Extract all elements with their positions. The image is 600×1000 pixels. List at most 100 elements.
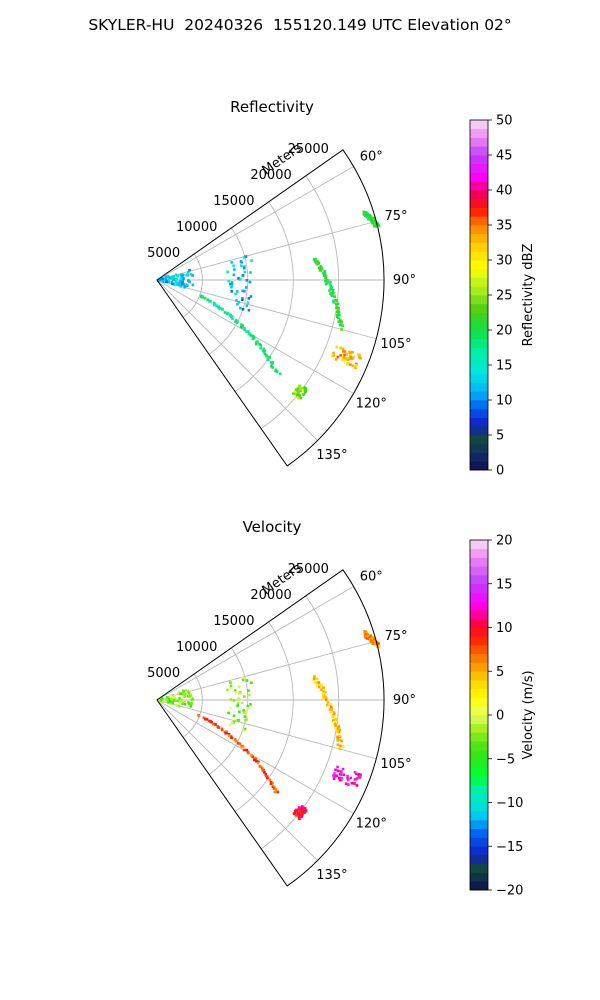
- echo-gate: [241, 289, 244, 293]
- echo-gate: [190, 698, 194, 702]
- echo-gate: [336, 736, 340, 740]
- colorbar-segment: [470, 198, 488, 208]
- echo-gate: [337, 776, 341, 780]
- echo-gate: [294, 808, 298, 812]
- echo-gate: [255, 759, 258, 763]
- colorbar-tick-label: 35: [496, 219, 513, 234]
- echo-gate: [254, 757, 258, 761]
- echo-gate: [165, 280, 169, 284]
- echo-gate: [313, 259, 317, 263]
- colorbar-segment: [470, 592, 488, 602]
- azimuth-tick-label: 60°: [360, 569, 383, 584]
- echo-gate: [178, 697, 182, 700]
- colorbar-segment: [470, 715, 488, 725]
- echo-gate: [341, 767, 345, 771]
- echo-gate: [249, 703, 252, 706]
- range-tick-label: 20000: [250, 168, 291, 183]
- colorbar-segment: [470, 303, 488, 313]
- colorbar-segment: [470, 417, 488, 427]
- colorbar-segment: [470, 636, 488, 646]
- echo-gate: [339, 353, 342, 357]
- echo-gate: [243, 256, 246, 259]
- range-tick-label: 25000: [288, 142, 329, 157]
- echo-gate: [166, 695, 169, 699]
- echo-gate: [332, 711, 336, 714]
- echo-gate: [294, 390, 297, 394]
- echo-gate: [188, 268, 191, 272]
- colorbar-segment: [470, 793, 488, 803]
- echo-gate: [236, 702, 240, 705]
- azimuth-tick-label: 60°: [360, 149, 383, 164]
- colorbar-segment: [470, 758, 488, 768]
- echo-gate: [337, 307, 340, 310]
- echo-gate: [266, 776, 269, 780]
- echo-gate: [236, 704, 239, 708]
- echo-gate: [377, 642, 380, 645]
- echo-gate: [186, 690, 190, 693]
- colorbar-label: Velocity (m/s): [521, 670, 536, 759]
- echo-gate: [238, 692, 241, 695]
- echo-gate: [334, 358, 338, 361]
- echo-gate: [256, 340, 259, 343]
- echo-gate: [174, 273, 178, 277]
- azimuth-tick-label: 90°: [393, 273, 416, 288]
- panel-title: Velocity: [243, 518, 302, 536]
- echo-gate: [335, 718, 339, 722]
- echo-gate: [199, 295, 203, 299]
- colorbar-segment: [470, 846, 488, 856]
- echo-gate: [363, 212, 367, 215]
- echo-gate: [349, 357, 353, 361]
- echo-gate: [365, 633, 369, 636]
- colorbar-segment: [470, 601, 488, 611]
- echo-gate: [341, 358, 344, 361]
- colorbar-segment: [470, 155, 488, 165]
- colorbar: 0 5 10 15 20 25 30 35 40 45 50 Reflectivity dBZ: [469, 114, 536, 479]
- echo-gate: [237, 277, 240, 280]
- colorbar-segment: [470, 233, 488, 243]
- echo-gate: [298, 385, 302, 389]
- colorbar-tick-label: 5: [496, 429, 504, 444]
- echo-gate: [242, 266, 246, 270]
- echo-gate: [241, 676, 244, 680]
- echo-gate: [339, 744, 342, 748]
- echo-gate: [376, 222, 380, 226]
- echo-gate: [245, 330, 248, 334]
- echo-gate: [336, 730, 339, 733]
- echo-gate: [245, 304, 249, 308]
- echo-gate: [292, 392, 295, 395]
- echo-gate: [177, 704, 181, 708]
- colorbar-tick-label: −20: [496, 884, 523, 899]
- echo-gate: [322, 690, 326, 694]
- echo-gate: [180, 698, 183, 702]
- echo-gate: [228, 687, 232, 690]
- echo-gate: [317, 266, 321, 270]
- colorbar-segment: [470, 242, 488, 252]
- echo-gate: [243, 715, 247, 718]
- echo-gate: [168, 700, 172, 703]
- echo-gate: [245, 679, 249, 682]
- echo-feature-5: [332, 765, 362, 787]
- echo-gate: [358, 353, 361, 357]
- echo-gate: [228, 734, 231, 738]
- range-ring-15000: [234, 621, 294, 812]
- echo-gate: [364, 636, 367, 639]
- echo-gate: [336, 743, 340, 747]
- echo-gate: [328, 708, 332, 711]
- echo-gate: [337, 311, 341, 314]
- echo-gate: [347, 783, 350, 786]
- echo-gate: [167, 278, 170, 282]
- echo-gate: [261, 349, 265, 352]
- echo-gate: [312, 258, 316, 261]
- echo-gate: [247, 297, 251, 300]
- echo-gate: [240, 261, 244, 264]
- echo-gate: [186, 274, 190, 277]
- echo-gate: [337, 320, 340, 323]
- echo-gate: [177, 692, 180, 696]
- echo-gate: [340, 328, 343, 331]
- echo-gate: [340, 777, 344, 780]
- colorbar-segment: [470, 610, 488, 620]
- echo-gate: [180, 275, 183, 278]
- echo-gate: [236, 718, 239, 722]
- echo-gate: [323, 272, 326, 276]
- echo-gate: [226, 270, 229, 274]
